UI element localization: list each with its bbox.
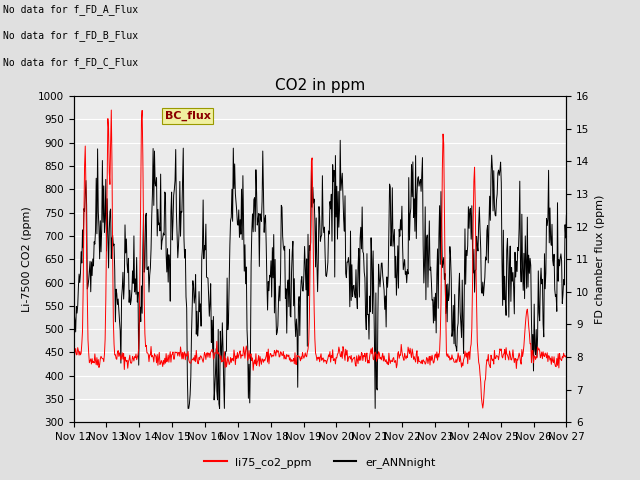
Y-axis label: FD chamber flux (ppm): FD chamber flux (ppm)	[595, 194, 605, 324]
Text: BC_flux: BC_flux	[164, 111, 211, 121]
Text: No data for f_FD_B_Flux: No data for f_FD_B_Flux	[3, 30, 138, 41]
Text: No data for f_FD_A_Flux: No data for f_FD_A_Flux	[3, 4, 138, 15]
Y-axis label: Li-7500 CO2 (ppm): Li-7500 CO2 (ppm)	[22, 206, 32, 312]
Legend: li75_co2_ppm, er_ANNnight: li75_co2_ppm, er_ANNnight	[200, 452, 440, 472]
Text: No data for f_FD_C_Flux: No data for f_FD_C_Flux	[3, 57, 138, 68]
Title: CO2 in ppm: CO2 in ppm	[275, 78, 365, 94]
